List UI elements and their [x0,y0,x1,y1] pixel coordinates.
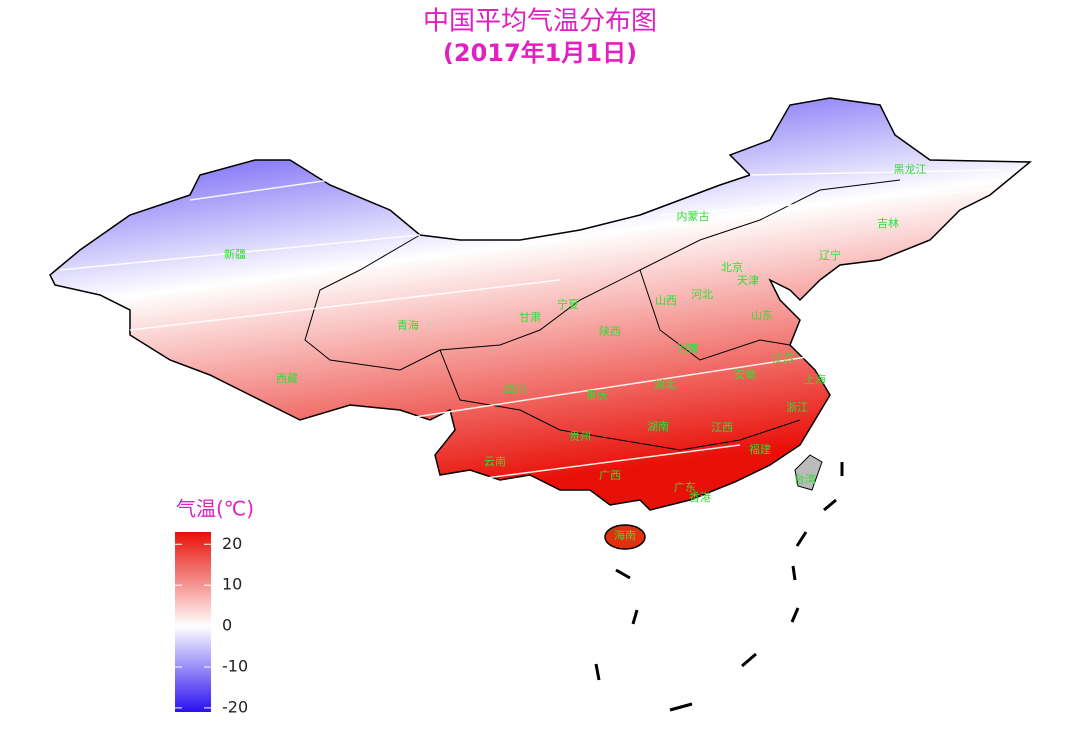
colorbar-tick-label: 20 [222,534,242,553]
colorbar-tick-label: 10 [222,575,242,594]
region-label: 吉林 [877,216,899,230]
legend-title: 气温(℃) [176,497,254,521]
isotherm [129,279,561,331]
colorbar [175,532,211,712]
colorbar-tick-label: -10 [222,657,248,676]
border [639,269,791,361]
region-label: 新疆 [224,247,246,261]
region-label: 广东 [674,481,696,494]
border [439,349,801,451]
region-label: 贵州 [569,430,591,443]
region-label: 甘肃 [519,311,541,324]
region-label: 浙江 [786,401,808,414]
region-label: 河北 [691,288,713,301]
region-label: 广西 [599,469,621,482]
nine-dash-line [594,462,844,712]
region-label: 香港 [689,491,711,504]
region-label: 河南 [677,342,699,355]
map-title: 中国平均气温分布图 [423,7,657,37]
region-label: 江西 [711,421,733,434]
colorbar-tick-label: 0 [222,616,232,635]
isotherm [59,234,421,271]
taiwan-island [794,454,823,491]
isotherm [659,189,991,216]
colorbar-tick-label: -20 [222,697,248,716]
region-label: 宁夏 [557,297,579,311]
region-label: 江苏 [772,352,794,365]
border [304,179,901,371]
region-label: 湖南 [647,420,669,433]
isotherm [189,169,401,201]
region-label: 辽宁 [819,248,841,262]
region-label: 海南 [614,528,636,542]
map-subtitle: (2017年1月1日) [443,39,637,67]
region-label: 西藏 [276,372,298,385]
isotherm [749,169,1001,176]
region-label: 陕西 [599,324,621,338]
region-label: 山西 [655,294,677,307]
region-label: 山东 [751,309,773,322]
region-label: 台湾 [794,472,816,486]
region-label: 福建 [749,442,771,456]
region-label: 湖北 [654,378,676,391]
region-label: 四川 [504,383,526,396]
region-label: 安徽 [734,367,756,381]
isotherm [469,444,741,481]
region-label: 重庆 [586,388,608,402]
region-label: 黑龙江 [894,163,927,176]
hainan-island [604,524,646,550]
region-label: 青海 [397,318,419,332]
region-label: 天津 [737,274,759,287]
region-label: 北京 [721,260,743,274]
region-label: 上海 [804,372,826,386]
region-label: 云南 [484,455,506,468]
china-map [49,97,1033,712]
isotherm [329,354,821,431]
mainland [49,97,1033,511]
region-label: 内蒙古 [677,209,710,223]
